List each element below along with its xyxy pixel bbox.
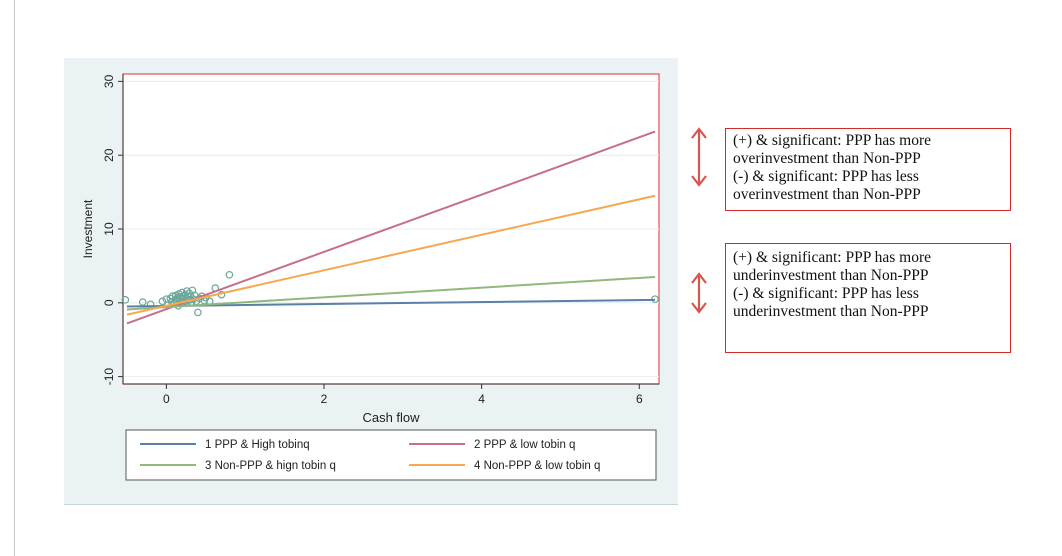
- scatter-point: [158, 297, 167, 306]
- page-left-rule: [14, 0, 15, 556]
- legend-label: 4 Non-PPP & low tobin q: [474, 460, 600, 472]
- y-tick-label: 20: [102, 148, 116, 162]
- double-arrow-icon: [691, 272, 707, 314]
- note-line: (-) & significant: PPP has less: [733, 168, 919, 185]
- x-tick-label: 6: [636, 392, 643, 406]
- note-line: underinvestment than Non-PPP: [733, 303, 929, 320]
- x-tick-label: 0: [163, 392, 170, 406]
- note-line: (+) & significant: PPP has more: [733, 132, 932, 149]
- series-line: [126, 194, 656, 316]
- scatter-point: [194, 308, 202, 317]
- y-tick-label: 30: [102, 74, 116, 88]
- note-box-overinvestment: (+) & significant: PPP has more overinve…: [725, 128, 1011, 211]
- y-tick-label: 0: [102, 299, 116, 306]
- note-box-underinvestment: (+) & significant: PPP has more underinv…: [725, 243, 1011, 353]
- y-axis-label: Investment: [81, 199, 95, 258]
- legend-label: 1 PPP & High tobinq: [205, 439, 310, 451]
- x-tick-label: 4: [478, 392, 485, 406]
- legend-box: [125, 429, 657, 481]
- series-line: [126, 275, 656, 311]
- y-tick-label: -10: [102, 368, 116, 386]
- series-line: [126, 298, 656, 308]
- chart-panel: -10 0 10 20 30 0 2 4 6 Cash flow Investment 1 PP…: [64, 58, 678, 505]
- note-line: overinvestment than Non-PPP: [733, 150, 921, 167]
- axis-layer: -10 0 10 20 30 0 2 4 6: [102, 74, 659, 406]
- x-axis-label: Cash flow: [362, 410, 420, 425]
- note-line: underinvestment than Non-PPP: [733, 267, 929, 284]
- y-tick-label: 10: [102, 222, 116, 236]
- series-line: [126, 130, 656, 325]
- note-line: overinvestment than Non-PPP: [733, 186, 921, 203]
- note-line: (-) & significant: PPP has less: [733, 285, 919, 302]
- x-tick-label: 2: [321, 392, 328, 406]
- double-arrow-icon: [691, 127, 707, 187]
- chart-svg: -10 0 10 20 30 0 2 4 6 Cash flow Investment 1 PP…: [81, 73, 660, 481]
- legend-label: 3 Non-PPP & hign tobin q: [205, 460, 336, 472]
- scatter-point: [138, 298, 147, 306]
- legend-label: 2 PPP & low tobin q: [474, 439, 575, 451]
- line-layer: [126, 130, 656, 325]
- scatter-point: [121, 296, 130, 304]
- legend: 1 PPP & High tobinq 2 PPP & low tobin q 3 …: [125, 429, 657, 481]
- scatter-point: [225, 270, 234, 279]
- note-line: (+) & significant: PPP has more: [733, 249, 932, 266]
